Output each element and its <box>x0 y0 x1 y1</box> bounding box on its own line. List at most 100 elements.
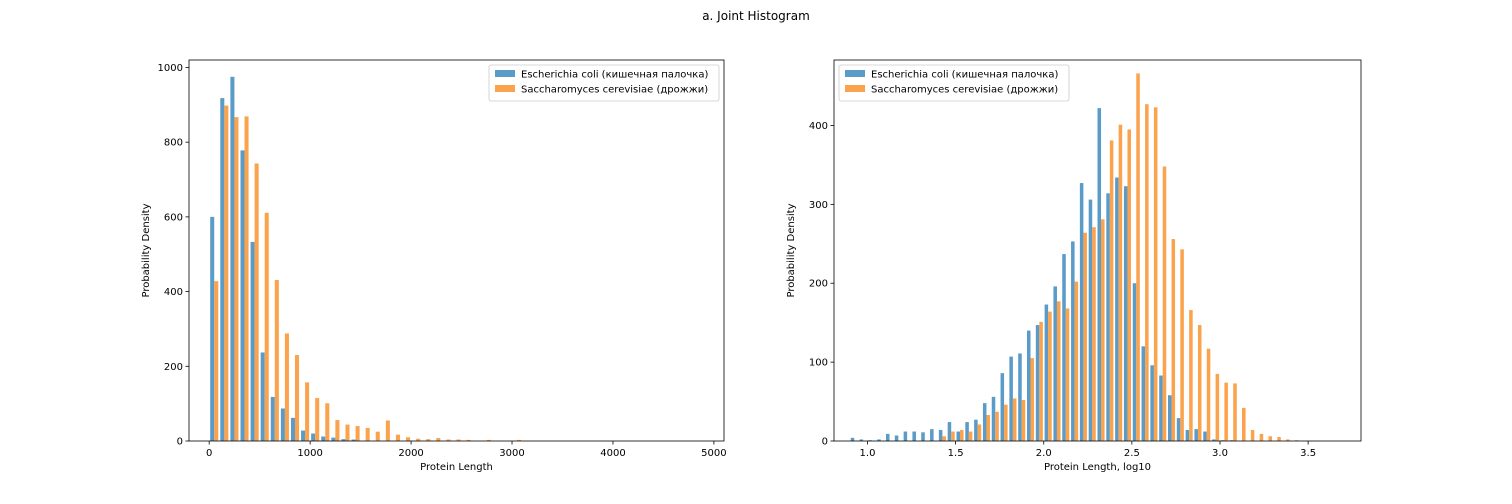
bar-ecoli <box>250 241 255 441</box>
bar-yeast <box>1048 311 1052 441</box>
bar-yeast <box>224 105 229 441</box>
bar-ecoli <box>1123 186 1128 441</box>
bar-yeast <box>1039 321 1043 441</box>
bar-ecoli <box>912 431 916 441</box>
bar-ecoli <box>1115 177 1119 441</box>
bar-yeast <box>1065 308 1070 441</box>
y-tick-label: 400 <box>809 121 828 132</box>
bar-yeast <box>960 429 964 441</box>
bar-yeast <box>264 212 269 441</box>
bar-yeast <box>1101 219 1105 441</box>
x-tick-label: 2000 <box>398 448 423 459</box>
bar-ecoli <box>351 439 356 441</box>
bar-ecoli <box>850 437 855 441</box>
y-tick-label: 200 <box>164 362 183 373</box>
bar-ecoli <box>1053 286 1057 441</box>
y-tick-label: 200 <box>809 279 828 290</box>
bar-yeast <box>1083 232 1087 441</box>
bar-yeast <box>446 439 451 441</box>
panel-right-log-histogram: 1.0 1.5 2.0 2.5 3.0 3.5 0 100 200 300 400 Protein L… <box>786 59 1362 473</box>
bar-yeast <box>942 436 946 441</box>
y-tick-label: 0 <box>177 437 183 448</box>
x-axis-label: Protein Length, log10 <box>1044 462 1151 473</box>
legend-swatch-yeast <box>845 85 865 92</box>
bar-yeast <box>1145 104 1149 442</box>
bar-yeast <box>365 427 370 441</box>
legend-label-ecoli: Escherichia coli (кишечная палочка) <box>521 70 708 81</box>
x-tick-label: 1000 <box>297 448 322 459</box>
bar-ecoli <box>1132 283 1137 441</box>
legend-swatch-yeast <box>495 85 515 92</box>
x-tick-label: 1.0 <box>860 448 876 459</box>
bar-ecoli <box>210 216 215 441</box>
bar-yeast <box>274 280 279 441</box>
bar-ecoli <box>1035 325 1040 441</box>
bar-yeast <box>1286 439 1290 441</box>
bar-ecoli <box>270 396 275 441</box>
bar-yeast <box>1004 404 1008 441</box>
bar-ecoli <box>1079 183 1084 441</box>
bar-yeast <box>1171 239 1176 441</box>
bar-yeast <box>406 437 411 441</box>
bar-ecoli <box>1150 365 1154 441</box>
bar-yeast <box>517 439 522 441</box>
bar-yeast <box>1277 437 1281 441</box>
x-axis-label: Protein Length <box>420 462 493 473</box>
y-tick-label: 0 <box>822 437 828 448</box>
bar-ecoli <box>894 435 899 441</box>
y-axis-label: Probability Density <box>141 203 152 297</box>
bar-yeast <box>1021 399 1026 441</box>
bar-ecoli <box>1212 439 1216 441</box>
bar-ecoli <box>280 408 285 441</box>
bar-yeast <box>1153 107 1158 441</box>
y-tick-label: 1000 <box>158 63 183 74</box>
x-tick-label: 2.5 <box>1124 448 1140 459</box>
bar-ecoli <box>331 437 336 441</box>
bar-ecoli <box>965 422 969 441</box>
x-tick-label: 0 <box>206 448 212 459</box>
bar-ecoli <box>240 150 245 441</box>
bar-yeast <box>456 439 461 441</box>
bar-yeast <box>426 439 431 441</box>
bar-ecoli <box>1159 375 1163 441</box>
bar-ecoli <box>1168 395 1172 441</box>
bar-yeast <box>968 431 973 441</box>
x-tick-label: 1.5 <box>948 448 964 459</box>
bar-yeast <box>1268 436 1272 441</box>
bar-yeast <box>385 420 390 441</box>
bar-yeast <box>1162 166 1167 442</box>
bar-yeast <box>1092 227 1096 441</box>
bar-ecoli <box>230 76 235 441</box>
axes-frame <box>188 59 725 442</box>
bar-yeast <box>214 281 219 441</box>
bar-ecoli <box>1097 108 1102 442</box>
bar-ecoli <box>290 417 295 441</box>
legend: Escherichia coli (кишечная палочка) Sacch… <box>488 64 720 102</box>
bar-yeast <box>995 411 999 441</box>
bar-yeast <box>951 431 955 441</box>
bar-ecoli <box>991 396 996 441</box>
bar-ecoli <box>1203 431 1207 441</box>
bar-yeast <box>1109 140 1114 441</box>
bar-ecoli <box>1106 193 1110 441</box>
bar-ecoli <box>956 431 961 441</box>
bar-yeast <box>416 438 421 441</box>
legend-swatch-ecoli <box>495 70 515 77</box>
y-tick-label: 300 <box>809 200 828 211</box>
bar-ecoli <box>1194 429 1198 441</box>
bar-yeast <box>1127 129 1131 442</box>
legend-label-yeast: Saccharomyces cerevisiae (дрожжи) <box>871 85 1058 96</box>
bar-ecoli <box>947 422 952 441</box>
bar-yeast <box>335 420 340 441</box>
bar-yeast <box>294 355 300 441</box>
legend-label-yeast: Saccharomyces cerevisiae (дрожжи) <box>521 85 708 96</box>
bar-yeast <box>1224 382 1228 441</box>
bar-ecoli <box>982 403 987 441</box>
legend-box <box>488 64 720 102</box>
bar-ecoli <box>859 439 864 441</box>
bar-yeast <box>305 382 310 441</box>
legend-label-ecoli: Escherichia coli (кишечная палочка) <box>871 70 1058 81</box>
bar-ecoli <box>938 429 943 441</box>
legend: Escherichia coli (кишечная палочка) Sacch… <box>838 64 1070 102</box>
figure-title: a. Joint Histogram <box>702 9 810 23</box>
